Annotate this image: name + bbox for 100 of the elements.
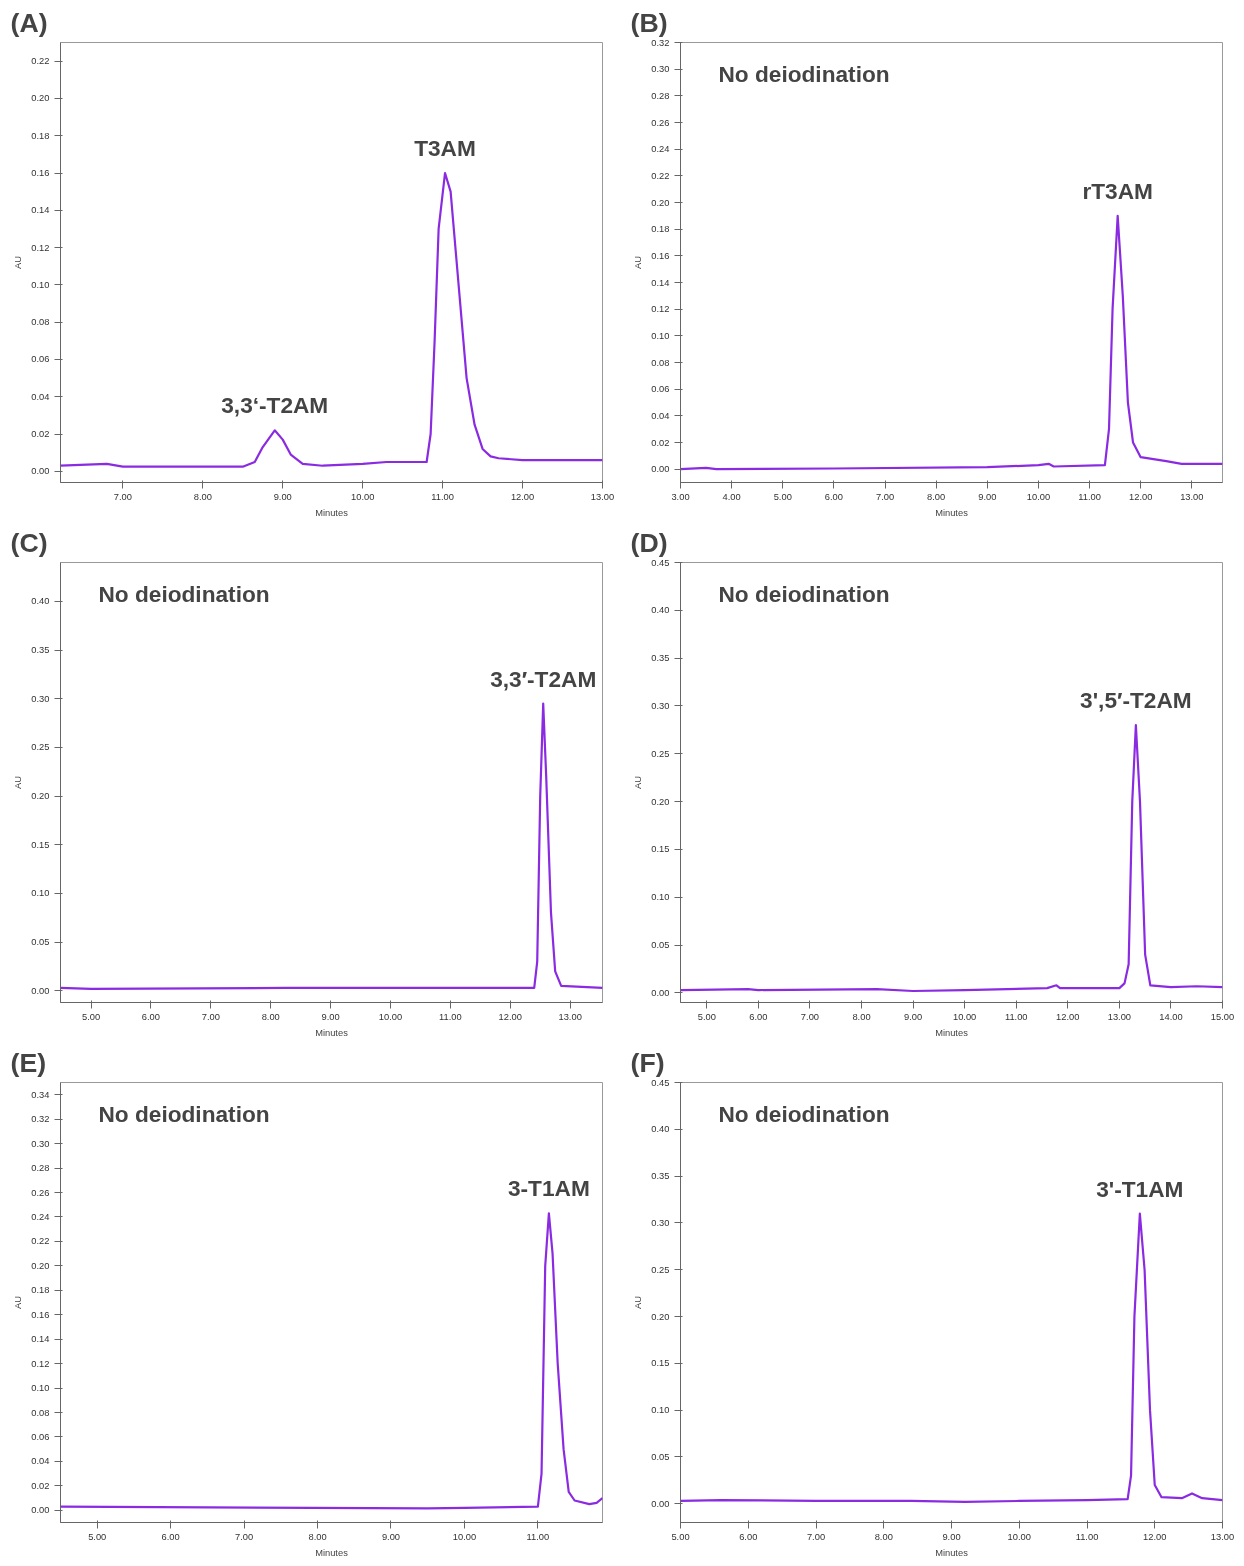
annotation: No deiodination xyxy=(98,580,270,607)
x-tick-label: 8.00 xyxy=(874,1531,893,1542)
y-tick-label: 0.20 xyxy=(31,791,50,802)
x-tick-label: 7.00 xyxy=(235,1531,254,1542)
y-tick-label: 0.22 xyxy=(651,170,670,181)
x-tick-label: 10.00 xyxy=(952,1011,977,1022)
y-axis-title: AU xyxy=(13,775,24,789)
x-tick-label: 8.00 xyxy=(927,491,946,502)
x-tick-label: 9.00 xyxy=(381,1531,401,1542)
y-tick-label: 0.45 xyxy=(651,557,670,568)
x-tick-label: 13.00 xyxy=(1210,1531,1235,1542)
y-tick-label: 0.06 xyxy=(31,354,50,365)
x-tick-label: 10.00 xyxy=(351,491,375,502)
y-axis-title: AU xyxy=(633,775,644,789)
y-tick-label: 0.10 xyxy=(31,279,50,290)
y-tick-label: 0.20 xyxy=(651,796,670,807)
y-tick-label: 0.12 xyxy=(31,242,50,253)
chart-title: (D) xyxy=(630,527,668,558)
x-axis-title: Minutes xyxy=(315,1027,349,1038)
x-tick-label: 13.00 xyxy=(590,491,615,502)
annotation: 3'-T1AM xyxy=(1096,1175,1184,1202)
chart-title: (A) xyxy=(10,7,48,38)
x-tick-label: 13.00 xyxy=(1107,1011,1132,1022)
y-tick-label: 0.10 xyxy=(651,1405,670,1416)
y-tick-label: 0.05 xyxy=(31,937,50,948)
annotation: No deiodination xyxy=(718,60,890,87)
y-tick-label: 0.04 xyxy=(31,1456,50,1467)
x-axis-title: Minutes xyxy=(935,1027,969,1038)
x-axis-title: Minutes xyxy=(935,507,969,518)
x-tick-label: 10.00 xyxy=(1007,1531,1031,1542)
x-tick-label: 15.00 xyxy=(1210,1011,1235,1022)
y-tick-label: 0.28 xyxy=(31,1163,50,1174)
y-tick-label: 0.00 xyxy=(31,466,50,477)
chart-title: (B) xyxy=(630,7,668,38)
y-tick-label: 0.08 xyxy=(651,357,670,368)
y-tick-label: 0.30 xyxy=(651,1217,670,1228)
x-tick-label: 11.00 xyxy=(439,1011,462,1022)
y-tick-label: 0.08 xyxy=(31,317,50,328)
x-tick-label: 3.00 xyxy=(671,491,690,502)
y-tick-label: 0.25 xyxy=(651,748,670,759)
y-tick-label: 0.34 xyxy=(31,1089,50,1100)
y-tick-label: 0.04 xyxy=(651,410,670,421)
x-tick-label: 5.00 xyxy=(773,491,792,502)
y-tick-label: 0.12 xyxy=(31,1358,50,1369)
y-tick-label: 0.00 xyxy=(651,1498,670,1509)
chart-title: (F) xyxy=(630,1047,665,1078)
x-tick-label: 11.00 xyxy=(1075,1531,1099,1542)
y-tick-label: 0.35 xyxy=(31,645,50,656)
line-series xyxy=(680,1212,1223,1503)
x-tick-label: 11.00 xyxy=(431,491,454,502)
y-tick-label: 0.32 xyxy=(31,1114,50,1125)
y-tick-label: 0.05 xyxy=(651,1451,670,1462)
y-axis-title: AU xyxy=(13,255,24,269)
x-tick-label: 11.00 xyxy=(1004,1011,1028,1022)
y-tick-label: 0.30 xyxy=(651,700,670,711)
y-tick-label: 0.40 xyxy=(651,605,670,616)
x-tick-label: 7.00 xyxy=(113,491,132,502)
x-axis-title: Minutes xyxy=(315,507,349,518)
y-axis-title: AU xyxy=(633,1295,644,1309)
y-tick-label: 0.30 xyxy=(31,1138,50,1149)
x-tick-label: 10.00 xyxy=(452,1531,477,1542)
annotation: T3AM xyxy=(414,135,476,162)
x-tick-label: 11.00 xyxy=(1078,491,1101,502)
line-series xyxy=(680,214,1223,471)
y-tick-label: 0.06 xyxy=(31,1431,50,1442)
x-tick-label: 9.00 xyxy=(942,1531,961,1542)
y-tick-label: 0.40 xyxy=(651,1124,670,1135)
annotation: No deiodination xyxy=(98,1100,270,1127)
y-tick-label: 0.15 xyxy=(651,844,670,855)
y-tick-label: 0.02 xyxy=(31,1480,50,1491)
line-series xyxy=(680,724,1223,993)
y-tick-label: 0.16 xyxy=(651,250,670,261)
y-tick-label: 0.10 xyxy=(31,888,50,899)
x-tick-label: 8.00 xyxy=(193,491,212,502)
x-tick-label: 5.00 xyxy=(671,1531,690,1542)
annotation: 3-T1AM xyxy=(507,1175,590,1202)
y-tick-label: 0.18 xyxy=(31,130,50,141)
y-tick-label: 0.20 xyxy=(31,1260,50,1271)
x-tick-label: 12.00 xyxy=(510,491,535,502)
y-tick-label: 0.14 xyxy=(31,205,50,216)
x-tick-label: 7.00 xyxy=(875,491,895,502)
y-tick-label: 0.10 xyxy=(651,330,670,341)
y-tick-label: 0.14 xyxy=(651,277,670,288)
y-tick-label: 0.22 xyxy=(31,56,50,67)
x-tick-label: 8.00 xyxy=(308,1531,327,1542)
annotation: No deiodination xyxy=(718,1100,890,1127)
y-tick-label: 0.12 xyxy=(651,304,670,315)
y-tick-label: 0.18 xyxy=(31,1285,50,1296)
x-tick-label: 6.00 xyxy=(739,1531,758,1542)
y-tick-label: 0.20 xyxy=(651,1311,670,1322)
x-tick-label: 12.00 xyxy=(1143,1531,1167,1542)
annotation: 3,3‘-T2AM xyxy=(221,392,329,419)
y-tick-label: 0.18 xyxy=(651,224,670,235)
y-tick-label: 0.00 xyxy=(651,464,670,475)
y-tick-label: 0.06 xyxy=(651,384,670,395)
y-tick-label: 0.25 xyxy=(651,1264,670,1275)
y-tick-label: 0.28 xyxy=(651,90,670,101)
annotation: rT3AM xyxy=(1082,177,1153,204)
x-tick-label: 12.00 xyxy=(1056,1011,1080,1022)
x-tick-label: 6.00 xyxy=(749,1011,768,1022)
